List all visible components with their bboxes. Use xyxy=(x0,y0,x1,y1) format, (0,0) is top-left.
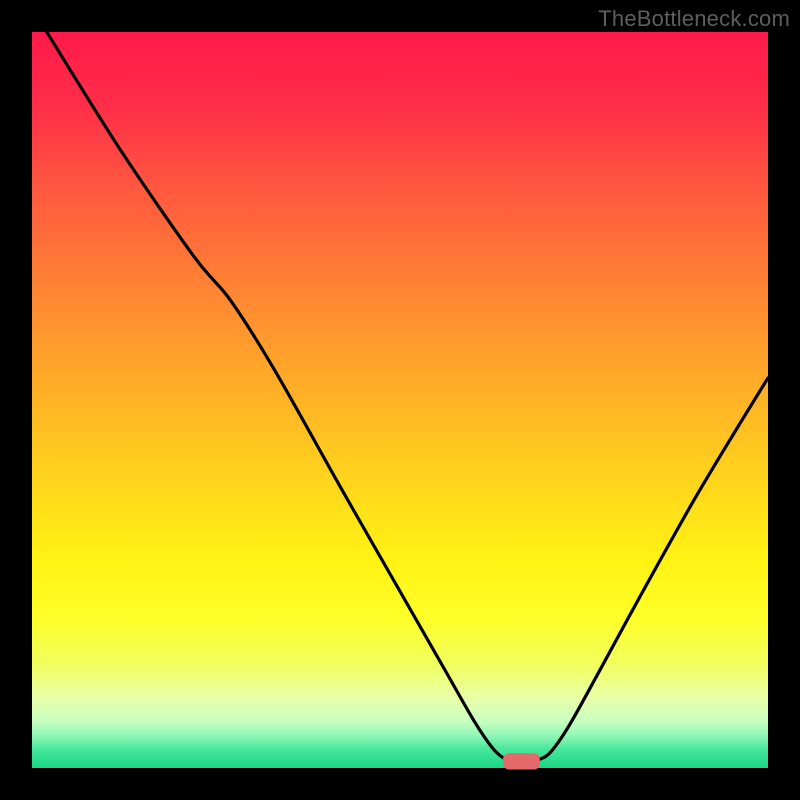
optimal-point-marker xyxy=(503,753,540,769)
bottleneck-chart xyxy=(0,0,800,800)
chart-container: TheBottleneck.com xyxy=(0,0,800,800)
gradient-background xyxy=(32,32,768,768)
watermark-label: TheBottleneck.com xyxy=(598,6,790,32)
